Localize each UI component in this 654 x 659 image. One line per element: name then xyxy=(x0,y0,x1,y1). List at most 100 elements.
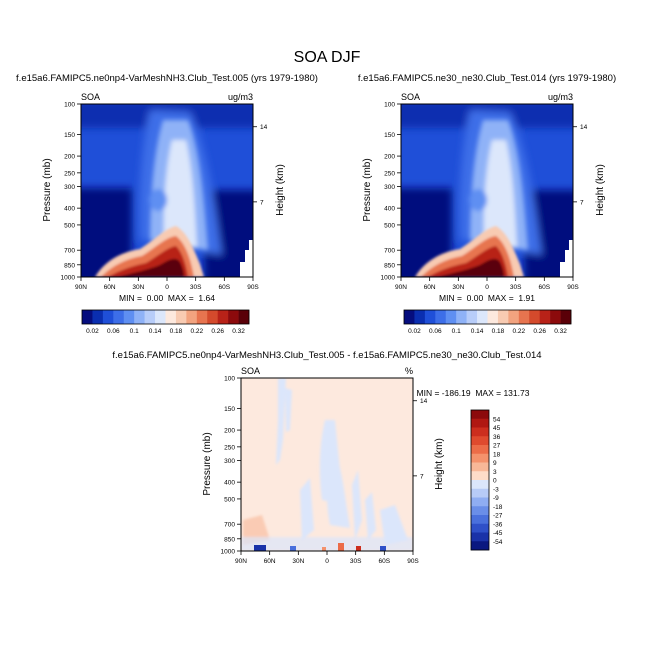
y-tick-label: 150 xyxy=(64,132,75,139)
colorbar-swatch xyxy=(82,310,93,324)
x-tick-label: 90S xyxy=(407,558,419,565)
y2-axis-label: Height (km) xyxy=(275,164,286,216)
field-label: SOA xyxy=(241,366,260,376)
colorbar-label: 0.06 xyxy=(107,328,120,335)
y-axis-label: Pressure (mb) xyxy=(42,158,53,221)
colorbar-swatch xyxy=(471,541,489,551)
y-tick-label: 200 xyxy=(64,154,75,161)
contour-band xyxy=(254,545,266,551)
axes: 90N 60N 30N 0 30S 60S 90S 100 150 200 250 300 400 500… xyxy=(221,376,428,566)
colorbar-swatch xyxy=(217,310,229,324)
y-axis-label: Pressure (mb) xyxy=(362,158,373,221)
y-tick-label: 250 xyxy=(64,170,75,177)
colorbar-swatch xyxy=(471,515,489,525)
colorbar-swatch xyxy=(560,310,572,324)
x-tick-label: 90N xyxy=(395,284,407,291)
surface-anomalies xyxy=(254,543,386,551)
missing-data-mask xyxy=(240,240,253,277)
colorbar-swatch xyxy=(539,310,551,324)
colorbar-swatch xyxy=(238,310,250,324)
colorbar-label: -27 xyxy=(493,513,503,520)
colorbar-swatch xyxy=(471,427,489,437)
contour-band xyxy=(380,546,386,551)
panel-left: f.e15a6.FAMIPC5.ne0np4-VarMeshNH3.Club_T… xyxy=(16,73,318,335)
y-tick-label: 1000 xyxy=(381,275,396,282)
colorbar-swatch xyxy=(144,310,156,324)
y-tick-label: 300 xyxy=(224,458,235,465)
colorbar-label: 0.18 xyxy=(170,328,183,335)
contour-band xyxy=(276,378,286,465)
x-tick-label: 60N xyxy=(104,284,116,291)
colorbar-label: 0.14 xyxy=(471,328,484,335)
colorbar-label: 45 xyxy=(493,425,501,432)
colorbar-swatch xyxy=(471,462,489,472)
colorbar-swatch xyxy=(471,418,489,428)
colorbar-label: 0.26 xyxy=(533,328,546,335)
y-tick-label: 500 xyxy=(64,222,75,229)
contour-band xyxy=(365,492,376,540)
min-max-label: MIN = -186.19 MAX = 131.73 xyxy=(417,388,530,398)
colorbar-label: 0.1 xyxy=(130,328,139,335)
colorbar-swatch xyxy=(424,310,436,324)
colorbar-swatch xyxy=(471,436,489,446)
colorbar-label: 0.02 xyxy=(408,328,421,335)
contour-field xyxy=(241,378,413,551)
y-tick-label: 1000 xyxy=(61,275,76,282)
colorbar-swatch xyxy=(471,497,489,507)
colorbar-frame xyxy=(470,409,490,551)
contour-band xyxy=(483,140,517,248)
colorbar-swatch xyxy=(497,310,509,324)
x-tick-label: 90S xyxy=(247,284,259,291)
colorbar-frame xyxy=(81,309,250,325)
contour-band xyxy=(163,140,197,248)
contour-band xyxy=(285,388,292,432)
colorbar-swatch xyxy=(471,453,489,463)
colorbar-swatch xyxy=(134,310,145,324)
contour-band xyxy=(356,546,361,551)
y-tick-label: 500 xyxy=(384,222,395,229)
colorbar-label: 0.18 xyxy=(492,328,505,335)
colorbar-swatch xyxy=(445,310,457,324)
y-tick-label: 300 xyxy=(64,184,75,191)
y-tick-label: 400 xyxy=(384,206,395,213)
y-tick-label: 700 xyxy=(224,522,235,529)
x-tick-label: 60S xyxy=(539,284,551,291)
contour-field xyxy=(81,104,253,277)
colorbar-label: 0 xyxy=(493,478,497,485)
x-tick-label: 30N xyxy=(452,284,464,291)
colorbar-label: 9 xyxy=(493,460,497,467)
colorbar-swatch xyxy=(123,310,135,324)
colorbar-swatch xyxy=(471,488,489,498)
contour-band xyxy=(149,189,167,211)
contour-band xyxy=(380,505,408,545)
contour-band xyxy=(438,258,504,277)
colorbar-label: 36 xyxy=(493,434,501,441)
y-tick-label: 100 xyxy=(64,102,75,109)
units-label: % xyxy=(405,366,413,376)
contour-band xyxy=(250,392,262,455)
y-tick-label: 100 xyxy=(384,102,395,109)
y-tick-label: 850 xyxy=(224,536,235,543)
units-label: ug/m3 xyxy=(548,92,573,102)
colorbar-swatch xyxy=(508,310,520,324)
colorbar-label: 0.32 xyxy=(554,328,567,335)
colorbar-label: -9 xyxy=(493,495,499,502)
min-max-label: MIN = 0.00 MAX = 1.64 xyxy=(119,293,215,303)
colorbar-label: 0.22 xyxy=(512,328,525,335)
colorbar-swatch xyxy=(102,310,114,324)
contour-band xyxy=(338,543,344,551)
contour-band xyxy=(322,547,326,551)
y-axis-label: Pressure (mb) xyxy=(202,432,213,495)
y2-tick-label: 7 xyxy=(580,199,584,206)
axes: 90N 60N 30N 0 30S 60S 90S 100 150 200 250 300 400 500… xyxy=(61,102,268,292)
y-tick-label: 200 xyxy=(384,154,395,161)
colorbar-label: -18 xyxy=(493,504,503,511)
x-tick-label: 90N xyxy=(75,284,87,291)
colorbar-label: -54 xyxy=(493,539,503,546)
colorbar-swatch xyxy=(471,480,489,490)
x-tick-label: 30N xyxy=(132,284,144,291)
x-tick-label: 60S xyxy=(219,284,231,291)
x-tick-label: 60S xyxy=(379,558,391,565)
